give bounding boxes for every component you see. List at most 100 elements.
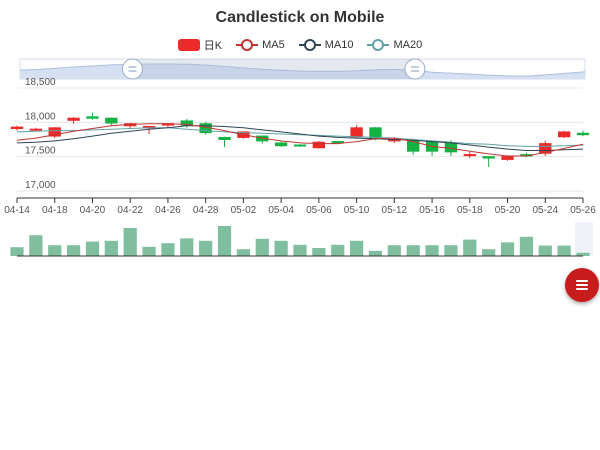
volume-bar <box>104 240 118 256</box>
candle-body <box>86 116 99 119</box>
data-zoom-slider[interactable] <box>19 58 586 80</box>
x-tick-label: 05-18 <box>457 205 483 216</box>
candle-body <box>539 143 552 154</box>
volume-bar <box>368 250 383 256</box>
candle-body <box>218 136 231 141</box>
volume-bar <box>406 245 420 256</box>
candle-body <box>105 117 118 124</box>
volume-bar <box>29 235 43 256</box>
candle-body <box>312 141 326 149</box>
zoom-preview-line <box>19 63 586 77</box>
volume-bar <box>557 245 571 256</box>
candle-body <box>350 127 363 138</box>
x-tick-label: 05-26 <box>570 205 596 216</box>
volume-bar <box>48 245 62 256</box>
legend-label-kline: 日K <box>203 40 223 52</box>
volume-bar <box>66 245 81 256</box>
candle <box>557 130 571 139</box>
volume-zoom-shadow <box>575 222 593 256</box>
candle-body <box>10 126 24 130</box>
volume-bar <box>180 238 194 256</box>
x-tick-label: 05-10 <box>344 205 370 216</box>
candle <box>425 140 439 156</box>
moving-average-lines <box>16 123 584 157</box>
volume-bar <box>425 245 439 256</box>
candle-body <box>482 156 495 159</box>
volume-bar <box>123 228 137 256</box>
zoom-handle-left[interactable] <box>121 58 143 80</box>
candle <box>124 123 137 128</box>
candle-body <box>48 127 61 137</box>
candle <box>293 144 307 148</box>
legend-swatch-kline <box>177 39 200 51</box>
candle-body <box>180 120 193 126</box>
volume-bar <box>387 245 401 256</box>
x-tick-label: 04-22 <box>117 205 143 216</box>
chart-title: Candlestick on Mobile <box>215 9 385 26</box>
candle <box>10 125 24 131</box>
volume-bar <box>576 252 590 256</box>
volume-bar <box>217 226 232 256</box>
volume-bar <box>142 246 156 256</box>
candle <box>48 127 61 139</box>
x-tick-label: 05-16 <box>419 205 445 216</box>
x-tick-label: 04-20 <box>80 205 106 216</box>
candle <box>86 112 99 120</box>
legend-label-ma5: MA5 <box>262 39 285 51</box>
legend-item-ma10[interactable]: MA10 <box>298 39 353 51</box>
volume-bar <box>161 243 175 256</box>
candle <box>312 140 326 149</box>
legend-swatch-ma5 <box>236 39 259 51</box>
volume-bar <box>274 240 288 256</box>
legend-item-ma20[interactable]: MA20 <box>367 39 422 51</box>
legend-swatch-ma10 <box>298 39 321 51</box>
candle <box>105 117 118 127</box>
candle <box>180 118 193 128</box>
candle-body <box>407 140 420 152</box>
volume-bar <box>236 249 251 256</box>
x-tick-label: 05-24 <box>532 205 558 216</box>
x-tick-label: 04-28 <box>193 205 219 216</box>
candle-body <box>444 142 458 153</box>
candle-body <box>557 131 571 138</box>
candle-body <box>29 128 43 131</box>
candles <box>10 112 590 167</box>
volume-bar <box>463 239 477 256</box>
x-tick-label: 05-02 <box>231 205 257 216</box>
candle-body <box>331 141 344 144</box>
y-tick-label: 17,000 <box>25 180 56 191</box>
x-tick-label: 04-14 <box>4 205 30 216</box>
volume-bar <box>10 247 24 256</box>
x-tick-label: 05-12 <box>382 205 408 216</box>
legend-item-kline[interactable]: 日K <box>177 37 223 53</box>
legend-item-ma5[interactable]: MA5 <box>236 39 285 51</box>
menu-button[interactable] <box>565 268 599 302</box>
candle-body <box>293 144 307 147</box>
x-tick-label: 05-06 <box>306 205 332 216</box>
grid-lines <box>17 87 583 192</box>
volume-bars <box>10 222 593 257</box>
candle <box>67 116 80 124</box>
ma10-line <box>16 125 584 151</box>
zoom-handle-right[interactable] <box>404 58 426 80</box>
legend-swatch-ma20 <box>367 39 390 51</box>
y-tick-label: 17,500 <box>25 146 56 157</box>
candle-body <box>463 154 476 157</box>
candle-body <box>501 156 514 160</box>
candle <box>463 151 476 159</box>
volume-bar <box>519 236 534 256</box>
candle <box>218 136 231 148</box>
candle <box>29 127 43 132</box>
candle <box>482 155 495 167</box>
legend-label-ma20: MA20 <box>393 39 423 51</box>
x-axis: 04-14 04-18 04-20 04-22 04-26 04-28 05-02 05-04… <box>4 197 596 216</box>
candle-body <box>274 142 288 147</box>
zoom-selected-range[interactable] <box>132 59 415 79</box>
x-tick-label: 05-04 <box>268 205 294 216</box>
volume-bar <box>500 242 515 256</box>
volume-bar <box>293 244 307 256</box>
volume-bar <box>255 238 269 256</box>
volume-bar <box>349 240 364 256</box>
candle <box>576 130 590 137</box>
